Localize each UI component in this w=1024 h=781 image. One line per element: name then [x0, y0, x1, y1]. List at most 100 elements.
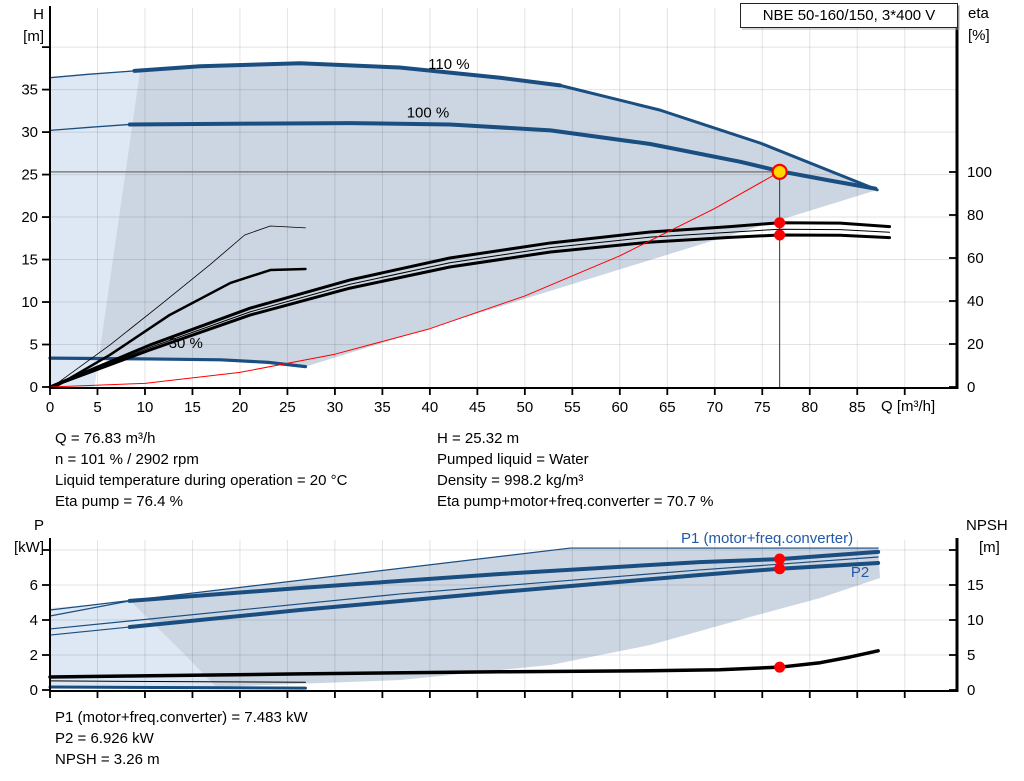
p1-point [774, 553, 786, 565]
y-left-tick-label: 5 [30, 337, 38, 354]
pump-title: NBE 50-160/150, 3*400 V [762, 7, 936, 24]
x-tick-label: 25 [279, 399, 296, 416]
speed-110-tail [558, 83, 879, 192]
label-30: 30 % [169, 335, 203, 352]
eta-pump-curve [48, 221, 892, 389]
x-tick-label: 10 [137, 399, 154, 416]
result-density: Density = 998.2 kg/m³ [437, 472, 584, 489]
x-tick-label: 65 [659, 399, 676, 416]
system-curve [49, 171, 781, 388]
results-top-left: Q = 76.83 m³/h n = 101 % / 2902 rpm Liqu… [55, 428, 347, 512]
eta-axis-label: eta [968, 5, 989, 22]
x-tick-label: 40 [422, 399, 439, 416]
x-tick-label: 0 [46, 399, 54, 416]
y-left-tick-label: 30 [21, 124, 38, 141]
y-left-tick-label: 6 [30, 577, 38, 594]
low-flow-region [50, 70, 141, 388]
q-axis-label: Q [m³/h] [881, 398, 936, 415]
speed-100-lead [49, 123, 131, 132]
y-left-tick-label: 4 [30, 612, 38, 629]
p1-envelope-top [49, 547, 879, 611]
x-tick-label: 85 [849, 399, 866, 416]
h-axis-unit: [m] [23, 28, 44, 45]
result-eta-total: Eta pump+motor+freq.converter = 70.7 % [437, 493, 714, 510]
y-left-tick-label: 10 [21, 294, 38, 311]
eta-30-thick [53, 267, 307, 389]
eta-pump-point [774, 217, 786, 229]
p-30-curve [48, 685, 307, 690]
result-p2: P2 = 6.926 kW [55, 730, 154, 747]
npsh-axis-unit: [m] [979, 539, 1000, 556]
eta-30-thin [54, 225, 306, 386]
y-right-tick-label: 80 [967, 207, 984, 224]
x-tick-label: 75 [754, 399, 771, 416]
y-left-tick-label: 20 [21, 209, 38, 226]
y-left-tick-label: 0 [30, 379, 38, 396]
p1-lead [49, 600, 131, 617]
label-p2: P2 [851, 564, 869, 581]
result-eta-pump: Eta pump = 76.4 % [55, 493, 183, 510]
eta-pump-bundle [49, 228, 891, 388]
x-tick-label: 70 [706, 399, 723, 416]
result-n: n = 101 % / 2902 rpm [55, 451, 199, 468]
result-p1: P1 (motor+freq.converter) = 7.483 kW [55, 709, 308, 726]
eta-total-curve [48, 233, 892, 389]
y-right-tick-label: 5 [967, 647, 975, 664]
npsh-curve [48, 649, 880, 679]
eta-total-point [774, 229, 786, 241]
y-right-tick-label: 40 [967, 293, 984, 310]
x-tick-label: 50 [517, 399, 534, 416]
npsh-30-curve [49, 680, 306, 683]
x-tick-label: 80 [801, 399, 818, 416]
results-bottom: P1 (motor+freq.converter) = 7.483 kW P2 … [55, 707, 308, 770]
y-left-tick-label: 25 [21, 167, 38, 184]
result-liquid-temp: Liquid temperature during operation = 20… [55, 472, 348, 489]
y-right-tick-label: 0 [967, 682, 975, 699]
x-tick-label: 30 [327, 399, 344, 416]
result-q: Q = 76.83 m³/h [55, 430, 156, 447]
p2-curve [127, 560, 881, 629]
y-right-tick-label: 100 [967, 164, 992, 181]
x-tick-label: 20 [232, 399, 249, 416]
result-pumped-liquid: Pumped liquid = Water [437, 451, 589, 468]
x-tick-label: 55 [564, 399, 581, 416]
y-right-tick-label: 10 [967, 612, 984, 629]
power-low-flow-region [50, 601, 216, 686]
result-h: H = 25.32 m [437, 430, 520, 447]
pump-title-box: NBE 50-160/150, 3*400 V [740, 3, 958, 28]
results-top-right: H = 25.32 m Pumped liquid = Water Densit… [437, 428, 713, 512]
y-left-tick-label: 0 [30, 682, 38, 699]
p2-lead [49, 626, 131, 636]
result-npsh: NPSH = 3.26 m [55, 751, 160, 768]
x-tick-label: 15 [184, 399, 201, 416]
operating-envelope [50, 63, 878, 367]
speed-110-curve [132, 61, 562, 88]
p2-point [774, 563, 786, 575]
eta-axis-unit: [%] [968, 27, 990, 44]
label-p1: P1 (motor+freq.converter) [681, 530, 853, 547]
y-right-tick-label: 15 [967, 577, 984, 594]
y-right-tick-label: 60 [967, 250, 984, 267]
label-100: 100 % [407, 105, 450, 122]
npsh-point [774, 661, 786, 673]
h-axis-label: H [33, 6, 44, 23]
y-left-tick-label: 35 [21, 82, 38, 99]
y-right-tick-label: 20 [967, 336, 984, 353]
duty-point [771, 163, 788, 180]
power-envelope [50, 548, 881, 689]
x-tick-label: 45 [469, 399, 486, 416]
label-110: 110 % [428, 56, 469, 73]
y-right-tick-label: 0 [967, 379, 975, 396]
x-tick-label: 35 [374, 399, 391, 416]
x-tick-label: 60 [611, 399, 628, 416]
p-axis-unit: [kW] [14, 539, 44, 556]
x-tick-label: 5 [93, 399, 101, 416]
p2-upper-thin [49, 556, 879, 630]
p-axis-label: P [33, 517, 44, 534]
y-left-tick-label: 2 [30, 647, 38, 664]
npsh-axis-label: NPSH [966, 517, 1008, 534]
speed-110-lead [49, 70, 136, 79]
speed-100-curve [127, 121, 878, 191]
